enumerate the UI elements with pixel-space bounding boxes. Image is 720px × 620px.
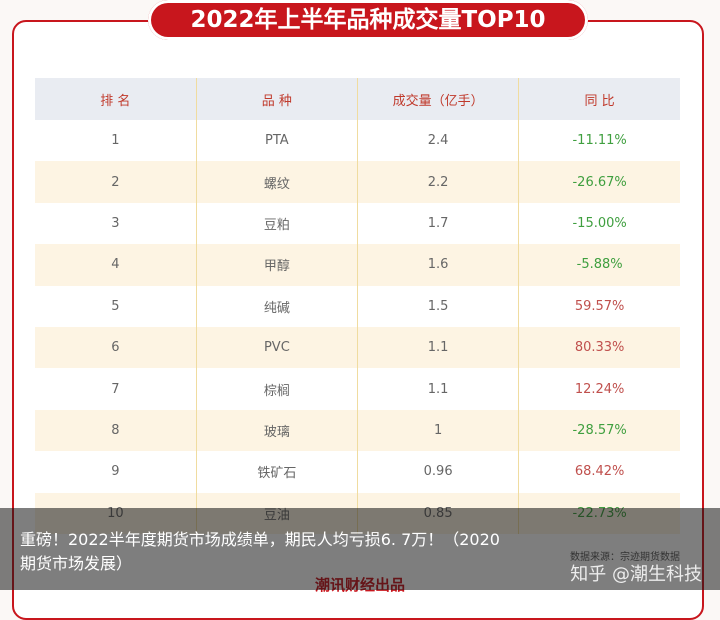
table-cell: 甲醇 [196, 244, 359, 286]
table-cell: -15.00% [572, 215, 627, 231]
table-cell: 80.33% [518, 326, 680, 369]
table-cell: -11.11% [572, 133, 627, 149]
watermark: 知乎 @潮生科技 [570, 564, 702, 585]
table-cell: -26.67% [518, 161, 680, 203]
table-row: 2 螺纹 2.2 -26.67% [35, 161, 680, 203]
column-header: 同 比 [518, 78, 680, 120]
table-cell: 1.1 [357, 326, 520, 369]
table-cell: 1 [35, 120, 197, 162]
table-cell: 12.24% [574, 381, 625, 397]
table-cell: 2 [35, 161, 197, 203]
table-row: 3 豆粕 1.7 -15.00% [35, 202, 680, 245]
table: 排 名品 种成交量（亿手）同 比 1 PTA 2.4 -11.11% 2 螺纹 2.2 -26… [35, 78, 680, 534]
table-cell: 1.5 [357, 285, 520, 327]
table-cell: 1 [357, 409, 520, 452]
source: 数据来源：宗迹期货数据 [570, 552, 680, 563]
table-cell: 玻璃 [196, 409, 359, 452]
table-cell: 0.96 [357, 451, 520, 493]
caption-line: 重磅！2022半年度期货市场成绩单，期民人均亏损6. 7万！（2020 [20, 530, 500, 549]
caption: 重磅！2022半年度期货市场成绩单，期民人均亏损6. 7万！（2020 期货市场… [20, 528, 600, 576]
table-cell: -5.88% [518, 244, 680, 286]
table-cell: 8 [35, 409, 197, 452]
table-cell: 59.57% [574, 298, 625, 314]
column-header: 排 名 [35, 78, 197, 120]
table-cell: 螺纹 [196, 161, 359, 203]
caption-overlay [0, 508, 720, 590]
table-cell: PTA [196, 120, 359, 162]
table-row: 7 棕榈 1.1 12.24% [35, 368, 680, 410]
table-cell: 6 [35, 326, 197, 369]
table-cell: 7 [35, 368, 197, 410]
caption-line: 期货市场发展） [20, 554, 133, 573]
table-row: 6 PVC 1.1 80.33% [35, 326, 680, 369]
table-row: 5 纯碱 1.5 59.57% [35, 285, 680, 327]
header-row: 排 名品 种成交量（亿手）同 比 [35, 78, 680, 120]
table-cell: 3 [35, 202, 197, 245]
table-cell: -28.57% [518, 409, 680, 452]
table-cell: 1.1 [357, 368, 520, 410]
table-cell: 豆粕 [196, 202, 359, 245]
column-header: 品 种 [196, 78, 359, 120]
table-cell: 铁矿石 [196, 451, 359, 493]
table-cell: 1.7 [357, 202, 520, 245]
table-row: 4 甲醇 1.6 -5.88% [35, 244, 680, 286]
table-row: 1 PTA 2.4 -11.11% [35, 120, 680, 162]
table-cell: PVC [196, 326, 359, 369]
table-cell: 2.4 [357, 120, 520, 162]
table-cell: 4 [35, 244, 197, 286]
table-cell: 棕榈 [196, 368, 359, 410]
table-row: 8 玻璃 1 -28.57% [35, 409, 680, 452]
table-cell: 2.2 [357, 161, 520, 203]
table-cell: 9 [35, 451, 197, 493]
table-cell: 纯碱 [196, 285, 359, 327]
column-header: 成交量（亿手） [357, 78, 520, 120]
title: 2022年上半年品种成交量TOP10 [148, 0, 588, 40]
table-cell: 5 [35, 285, 197, 327]
table-body: 1 PTA 2.4 -11.11% 2 螺纹 2.2 -26.67% 3 豆粕 1.7 -15.00%… [35, 120, 680, 534]
table-cell: 1.6 [357, 244, 520, 286]
table-row: 9 铁矿石 0.96 68.42% [35, 451, 680, 493]
table-cell: 68.42% [574, 464, 625, 480]
